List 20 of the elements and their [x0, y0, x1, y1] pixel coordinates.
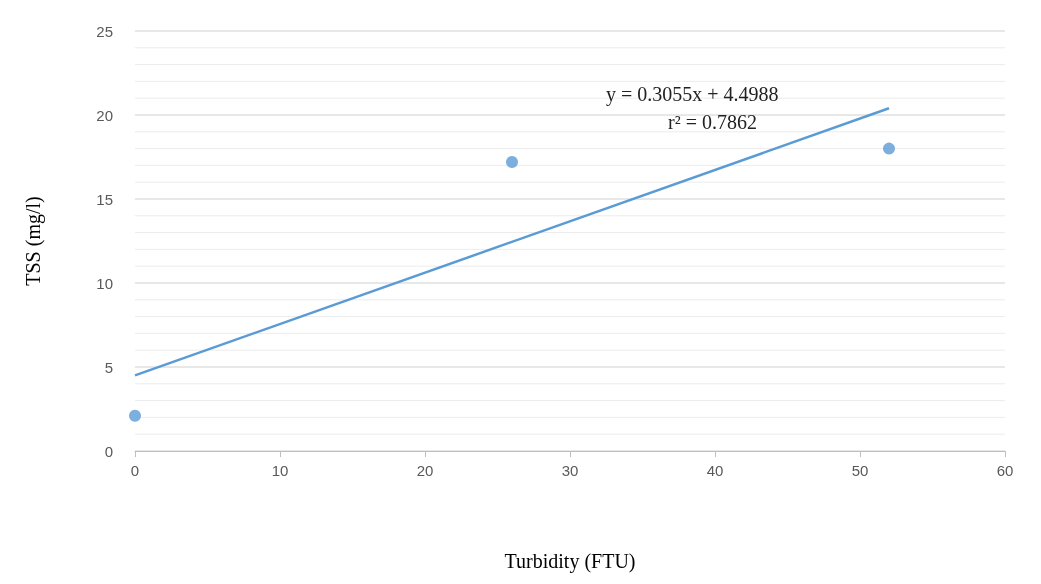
y-tick-label: 20	[96, 106, 113, 124]
x-tick-label: 30	[561, 462, 579, 479]
x-tick-label: 20	[416, 462, 434, 479]
x-tick-label: 40	[706, 462, 724, 479]
point	[506, 156, 518, 169]
annotation: r² = 0.7862	[668, 111, 757, 133]
y-tick-label: 10	[96, 274, 113, 292]
annotation: y = 0.3055x + 4.4988	[606, 83, 779, 106]
y-tick-label: 0	[104, 442, 113, 460]
x-tick-label: 10	[271, 462, 289, 479]
x-tick-label: 60	[996, 462, 1014, 479]
point	[129, 409, 141, 422]
x-tick-label: 50	[851, 462, 869, 479]
y-tick-label: 15	[96, 190, 113, 208]
y-tick-label: 5	[104, 358, 113, 376]
point	[883, 142, 895, 155]
x-tick-label: 0	[130, 462, 140, 479]
y-tick-label: 25	[96, 22, 113, 40]
x-axis-title: Turbidity (FTU)	[504, 550, 636, 573]
y-axis-title: TSS (mg/l)	[22, 196, 45, 286]
